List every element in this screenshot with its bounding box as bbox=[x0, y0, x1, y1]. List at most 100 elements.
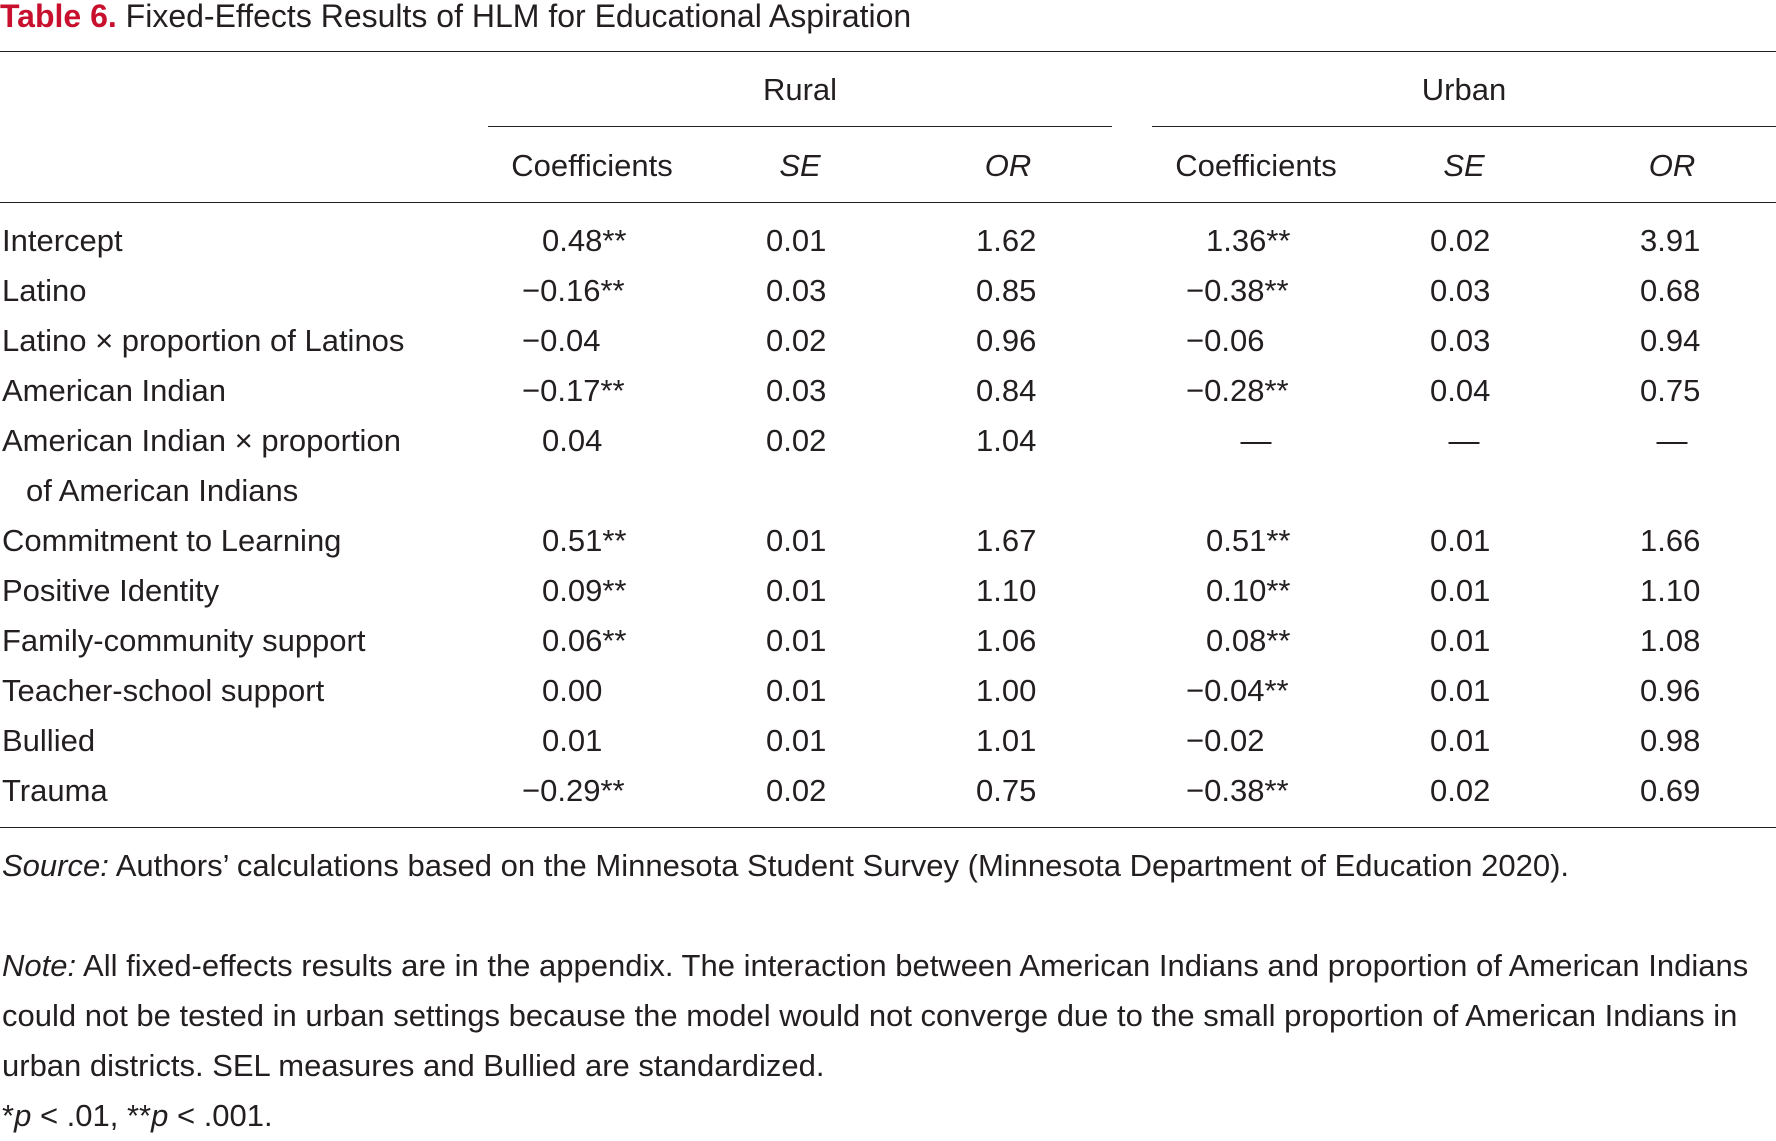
cell-rural-coefficient: 0.00 bbox=[542, 673, 603, 708]
cell-urban-se: 0.04 bbox=[1430, 373, 1491, 408]
cell-urban-se: 0.02 bbox=[1430, 223, 1491, 258]
cell-urban-coefficient: 0.08** bbox=[1206, 623, 1291, 658]
cell-rural-or: 1.01 bbox=[976, 723, 1037, 758]
cell-urban-coefficient: −0.04** bbox=[1186, 673, 1289, 708]
cell-urban-se: 0.02 bbox=[1430, 773, 1491, 808]
col-header-urban-se: SE bbox=[1443, 148, 1485, 183]
cell-rural-se: 0.01 bbox=[766, 573, 827, 608]
note-lead: Note: bbox=[2, 948, 77, 983]
cell-urban-or: 3.91 bbox=[1640, 223, 1701, 258]
row-label: American Indian bbox=[2, 373, 227, 408]
cell-urban-or: 0.68 bbox=[1640, 273, 1701, 308]
cell-urban-coefficient: — bbox=[1240, 423, 1272, 458]
cell-rural-or: 0.96 bbox=[976, 323, 1037, 358]
cell-rural-se: 0.02 bbox=[766, 423, 827, 458]
cell-rural-se: 0.01 bbox=[766, 523, 827, 558]
cell-urban-coefficient: −0.28** bbox=[1186, 373, 1289, 408]
cell-urban-or: 1.66 bbox=[1640, 523, 1701, 558]
group-header-urban: Urban bbox=[1421, 72, 1507, 107]
source-text: Authors’ calculations based on the Minne… bbox=[115, 848, 1570, 883]
row-label: Bullied bbox=[2, 723, 96, 758]
table-label: Table 6. bbox=[0, 0, 117, 34]
cell-rural-coefficient: −0.04 bbox=[522, 323, 601, 358]
cell-urban-or: 1.08 bbox=[1640, 623, 1701, 658]
significance-note: *p < .01, **p < .001. bbox=[2, 1091, 1772, 1141]
source-note: Source: Authors’ calculations based on t… bbox=[2, 841, 1772, 891]
cell-urban-se: 0.01 bbox=[1430, 723, 1491, 758]
cell-rural-se: 0.03 bbox=[766, 273, 827, 308]
cell-urban-or: 1.10 bbox=[1640, 573, 1701, 608]
cell-rural-or: 0.85 bbox=[976, 273, 1037, 308]
cell-rural-coefficient: 0.09** bbox=[542, 573, 627, 608]
row-label: Commitment to Learning bbox=[2, 523, 342, 558]
source-lead: Source: bbox=[2, 848, 109, 883]
cell-rural-or: 1.06 bbox=[976, 623, 1037, 658]
row-label: Teacher-school support bbox=[2, 673, 325, 708]
cell-urban-or: 0.75 bbox=[1640, 373, 1701, 408]
cell-rural-coefficient: 0.01 bbox=[542, 723, 603, 758]
cell-rural-or: 0.84 bbox=[976, 373, 1037, 408]
col-header-rural-or: OR bbox=[984, 148, 1032, 183]
cell-urban-se: 0.03 bbox=[1430, 323, 1491, 358]
general-note: Note: All fixed-effects results are in t… bbox=[2, 941, 1772, 1091]
cell-urban-or: — bbox=[1656, 423, 1688, 458]
cell-rural-or: 1.04 bbox=[976, 423, 1037, 458]
cell-rural-se: 0.01 bbox=[766, 223, 827, 258]
header-rule bbox=[0, 202, 1776, 203]
cell-urban-se: 0.01 bbox=[1430, 573, 1491, 608]
bottom-rule bbox=[0, 827, 1776, 828]
col-header-urban-or: OR bbox=[1648, 148, 1696, 183]
cell-urban-coefficient: 1.36** bbox=[1206, 223, 1291, 258]
cell-rural-coefficient: −0.16** bbox=[522, 273, 625, 308]
cell-urban-se: 0.03 bbox=[1430, 273, 1491, 308]
cell-rural-se: 0.02 bbox=[766, 323, 827, 358]
note-text: All fixed-effects results are in the app… bbox=[2, 948, 1749, 1083]
cell-urban-se: 0.01 bbox=[1430, 673, 1491, 708]
row-label: Family-community support bbox=[2, 623, 366, 658]
sig-p-first: p bbox=[14, 1098, 32, 1133]
cell-rural-or: 0.75 bbox=[976, 773, 1037, 808]
cell-urban-or: 0.94 bbox=[1640, 323, 1701, 358]
group-header-rural: Rural bbox=[762, 72, 838, 107]
col-header-rural-coefficients: Coefficients bbox=[511, 148, 673, 183]
top-rule bbox=[0, 51, 1776, 52]
rural-spanner-rule bbox=[488, 126, 1112, 127]
cell-urban-or: 0.98 bbox=[1640, 723, 1701, 758]
row-label: Intercept bbox=[2, 223, 123, 258]
table-caption: Fixed-Effects Results of HLM for Educati… bbox=[125, 0, 912, 34]
row-label: American Indian × proportion bbox=[2, 423, 401, 458]
cell-rural-coefficient: 0.06** bbox=[542, 623, 627, 658]
cell-rural-or: 1.10 bbox=[976, 573, 1037, 608]
cell-rural-coefficient: −0.17** bbox=[522, 373, 625, 408]
sig-star: * bbox=[2, 1098, 15, 1133]
table-title: Table 6. Fixed-Effects Results of HLM fo… bbox=[0, 0, 911, 32]
col-header-urban-coefficients: Coefficients bbox=[1175, 148, 1337, 183]
cell-rural-se: 0.02 bbox=[766, 773, 827, 808]
cell-rural-or: 1.62 bbox=[976, 223, 1037, 258]
cell-urban-se: — bbox=[1448, 423, 1480, 458]
col-header-rural-se: SE bbox=[779, 148, 821, 183]
cell-rural-se: 0.01 bbox=[766, 673, 827, 708]
cell-urban-coefficient: −0.02 bbox=[1186, 723, 1265, 758]
cell-urban-se: 0.01 bbox=[1430, 623, 1491, 658]
urban-spanner-rule bbox=[1152, 126, 1776, 127]
cell-rural-or: 1.00 bbox=[976, 673, 1037, 708]
cell-urban-coefficient: −0.38** bbox=[1186, 273, 1289, 308]
cell-urban-or: 0.69 bbox=[1640, 773, 1701, 808]
cell-rural-coefficient: 0.51** bbox=[542, 523, 627, 558]
row-label: Latino bbox=[2, 273, 87, 308]
cell-urban-coefficient: 0.51** bbox=[1206, 523, 1291, 558]
sig-mid: < .01, ** bbox=[31, 1098, 152, 1133]
cell-urban-coefficient: −0.06 bbox=[1186, 323, 1265, 358]
cell-urban-coefficient: 0.10** bbox=[1206, 573, 1291, 608]
cell-rural-coefficient: 0.48** bbox=[542, 223, 627, 258]
cell-rural-se: 0.01 bbox=[766, 623, 827, 658]
sig-end: < .001. bbox=[168, 1098, 273, 1133]
cell-rural-or: 1.67 bbox=[976, 523, 1037, 558]
cell-rural-se: 0.03 bbox=[766, 373, 827, 408]
row-label: Latino × proportion of Latinos bbox=[2, 323, 405, 358]
row-label: Positive Identity bbox=[2, 573, 220, 608]
row-label: Trauma bbox=[2, 773, 108, 808]
cell-rural-coefficient: −0.29** bbox=[522, 773, 625, 808]
